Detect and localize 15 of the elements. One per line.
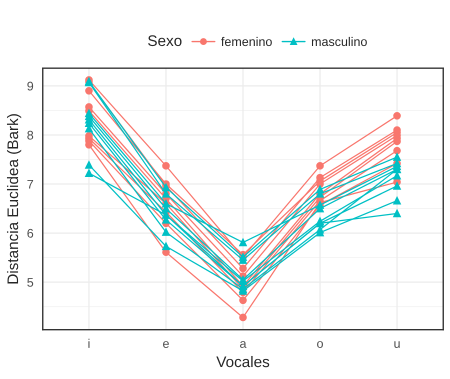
legend-label: masculino — [312, 36, 367, 46]
x-axis-title: Vocales — [216, 356, 270, 368]
x-tick-label: e — [163, 341, 169, 348]
legend-label: femenino — [221, 36, 272, 46]
y-tick-label: 8 — [27, 130, 34, 140]
x-tick-label: i — [88, 338, 90, 348]
y-tick-label: 9 — [27, 82, 34, 91]
x-tick-label: u — [394, 341, 400, 348]
y-tick-label: 7 — [27, 180, 34, 189]
y-tick-label: 6 — [27, 228, 34, 238]
legend-title: Sexo — [148, 35, 182, 46]
x-tick-label: a — [240, 341, 246, 348]
y-axis-title: Distancia Euclidea (Bark) — [6, 114, 22, 284]
y-tick-label: 5 — [27, 278, 34, 287]
x-tick-label: o — [317, 341, 323, 348]
